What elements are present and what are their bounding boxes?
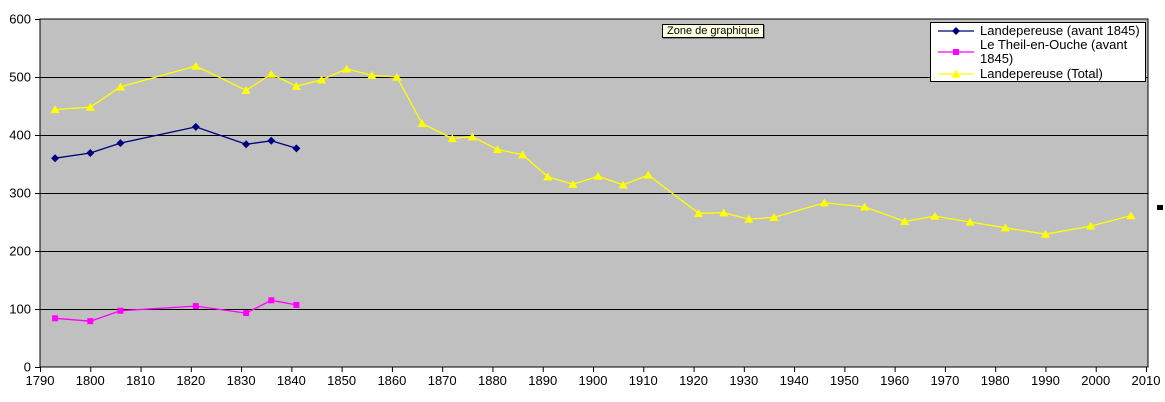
svg-text:1920: 1920 [679, 373, 708, 388]
svg-text:1950: 1950 [830, 373, 859, 388]
legend-square-line-icon [938, 49, 974, 55]
svg-text:2010: 2010 [1132, 373, 1161, 388]
svg-text:1880: 1880 [478, 373, 507, 388]
svg-text:2000: 2000 [1081, 373, 1110, 388]
legend-item-landepereuse-avant-1845[interactable]: Landepereuse (avant 1845) [937, 22, 1145, 38]
svg-text:1840: 1840 [277, 373, 306, 388]
legend-triangle-line-icon [938, 69, 974, 78]
svg-text:1860: 1860 [377, 373, 406, 388]
legend-item-landepereuse-total[interactable]: Landepereuse (Total) [937, 65, 1145, 81]
legend-item-label: Landepereuse (Total) [980, 65, 1103, 81]
svg-text:1960: 1960 [880, 373, 909, 388]
svg-text:1830: 1830 [227, 373, 256, 388]
svg-text:500: 500 [9, 70, 31, 85]
chart-resize-handle[interactable] [1157, 205, 1163, 210]
svg-text:1930: 1930 [729, 373, 758, 388]
svg-text:1940: 1940 [780, 373, 809, 388]
legend-item-label: Landepereuse (avant 1845) [980, 22, 1140, 38]
svg-text:300: 300 [9, 186, 31, 201]
svg-text:1800: 1800 [76, 373, 105, 388]
svg-text:100: 100 [9, 302, 31, 317]
series-le-theil-en-ouche-avant-1845[interactable] [52, 297, 300, 325]
series-landepereuse-total[interactable] [50, 61, 1136, 238]
y-axis-labels: 0 100 200 300 400 500 600 [9, 12, 31, 375]
svg-text:1970: 1970 [930, 373, 959, 388]
svg-text:1820: 1820 [176, 373, 205, 388]
svg-text:1990: 1990 [1031, 373, 1060, 388]
svg-text:1790: 1790 [26, 373, 55, 388]
svg-text:1870: 1870 [428, 373, 457, 388]
series-landepereuse-avant-1845[interactable] [51, 122, 301, 163]
axis-ticks [35, 19, 1147, 372]
svg-text:400: 400 [9, 128, 31, 143]
svg-text:1980: 1980 [981, 373, 1010, 388]
legend-item-le-theil-en-ouche-avant-1845[interactable]: Le Theil-en-Ouche (avant 1845) [937, 38, 1145, 66]
svg-text:1900: 1900 [579, 373, 608, 388]
svg-text:200: 200 [9, 244, 31, 259]
legend-item-label: Le Theil-en-Ouche (avant 1845) [980, 37, 1128, 66]
svg-text:600: 600 [9, 12, 31, 27]
svg-text:0: 0 [24, 360, 31, 375]
legend-diamond-line-icon [938, 26, 974, 35]
svg-text:1850: 1850 [327, 373, 356, 388]
svg-text:1890: 1890 [528, 373, 557, 388]
x-axis-labels: 1790 1800 1810 1820 1830 1840 1850 1860 1870 1880… [26, 373, 1161, 388]
svg-text:1910: 1910 [629, 373, 658, 388]
legend[interactable]: Landepereuse (avant 1845) Le Theil-en-Ou… [930, 22, 1146, 82]
tooltip-label: Zone de graphique [667, 25, 760, 37]
svg-text:1810: 1810 [126, 373, 155, 388]
chart-area-tooltip: Zone de graphique [662, 24, 765, 38]
